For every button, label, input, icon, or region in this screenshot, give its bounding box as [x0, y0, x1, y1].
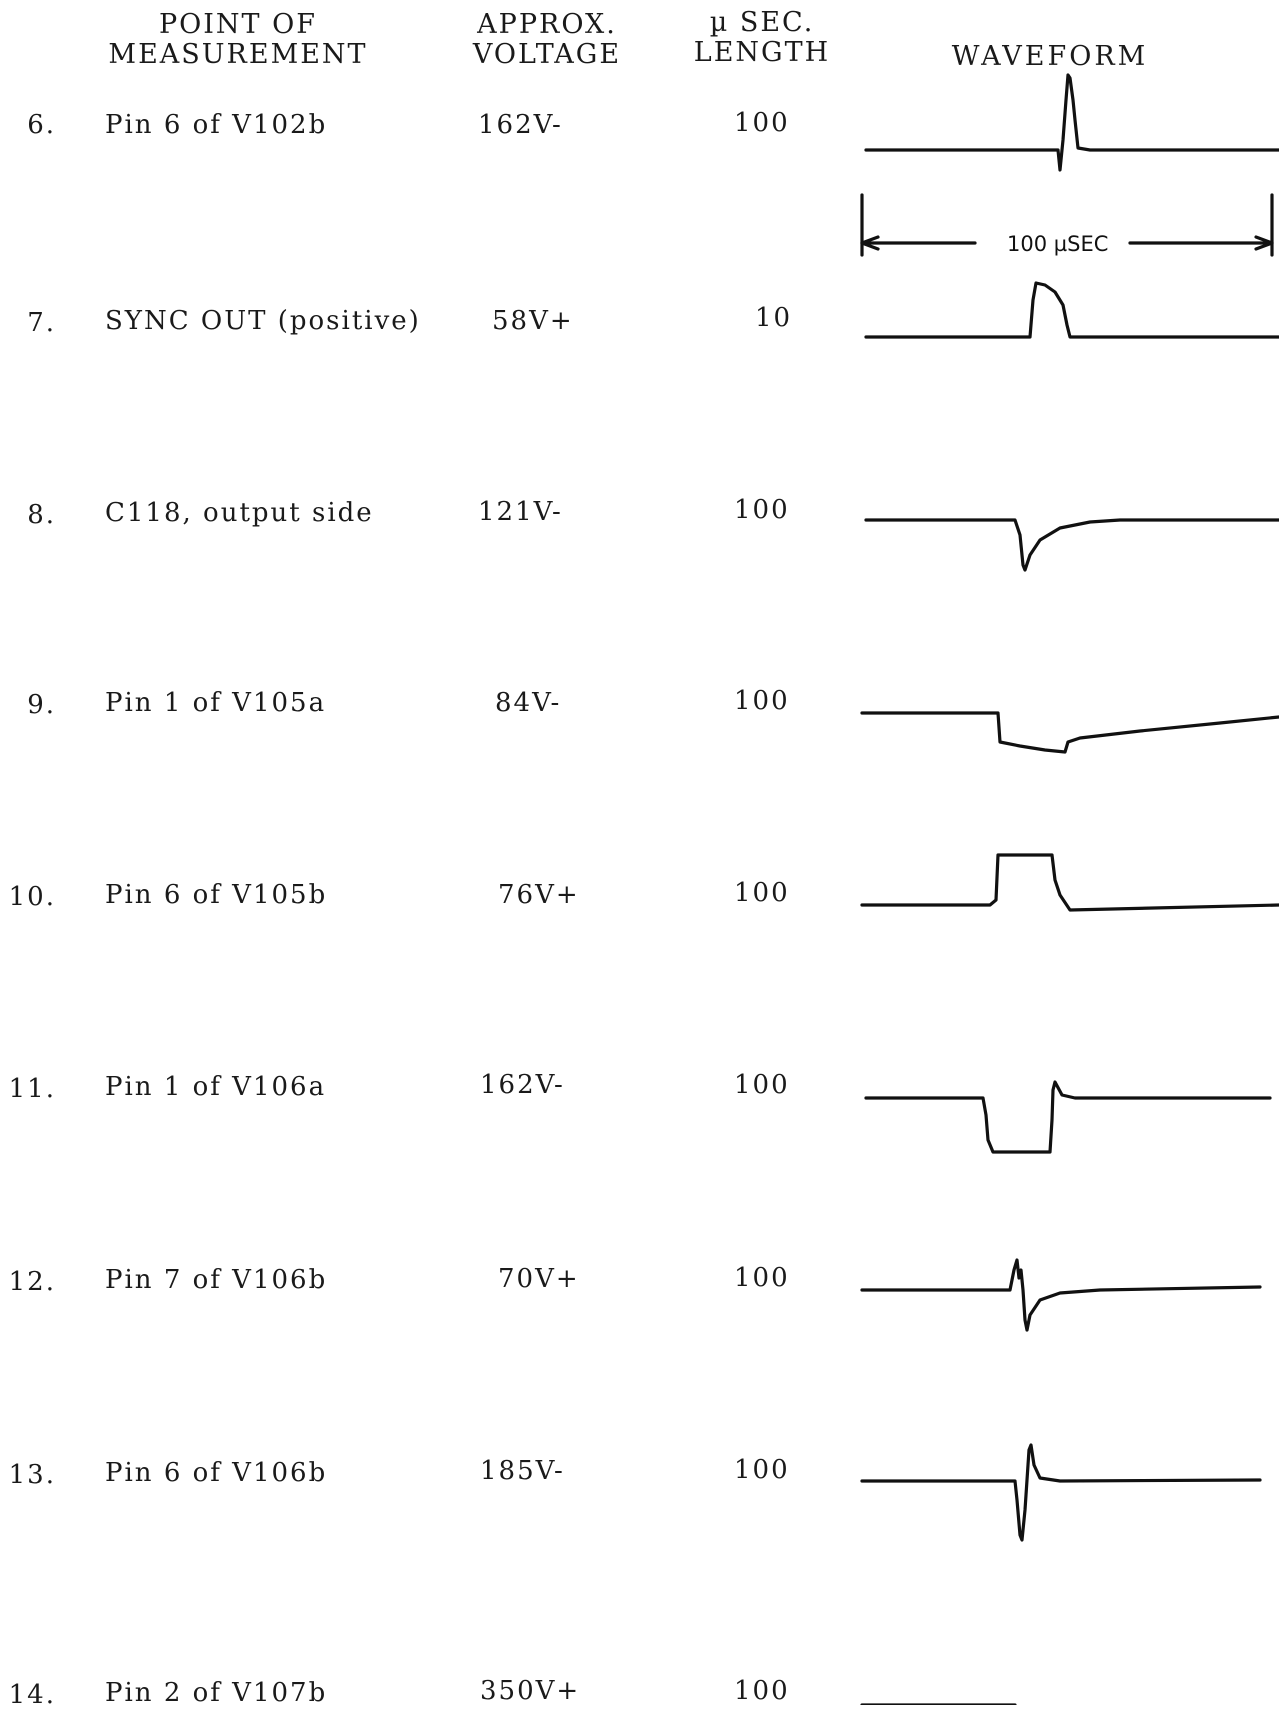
scale-bar-right-arrow [1254, 235, 1274, 251]
row-length: 100 [734, 1676, 790, 1706]
header-voltage-line1: APPROX. [477, 9, 617, 40]
row-voltage: 350V+ [480, 1676, 581, 1706]
row-point: Pin 6 of V106b [105, 1458, 328, 1488]
waveform-13-trace [860, 1443, 1262, 1542]
row-voltage: 162V- [480, 1070, 565, 1100]
header-length-line2: LENGTH [693, 37, 831, 68]
row-number: 9. [27, 690, 56, 720]
row-point: Pin 6 of V105b [105, 880, 328, 910]
waveform-11-trace [864, 1080, 1272, 1154]
waveform-9-trace [860, 711, 1279, 754]
row-point: Pin 6 of V102b [105, 110, 328, 140]
row-length: 100 [734, 108, 790, 138]
row-point: C118, output side [105, 498, 374, 528]
header-voltage-line2: VOLTAGE [472, 39, 622, 70]
row-number: 7. [27, 308, 56, 338]
row-point: Pin 1 of V106a [105, 1072, 327, 1102]
waveform-12-trace [860, 1258, 1262, 1332]
row-point: Pin 7 of V106b [105, 1265, 328, 1295]
row-voltage: 70V+ [498, 1264, 580, 1294]
row-length: 100 [734, 1455, 790, 1485]
waveform-8-trace [864, 518, 1279, 572]
row-length: 100 [734, 878, 790, 908]
waveform-6-trace [864, 73, 1279, 172]
header-usec-length: µ SEC. LENGTH [682, 8, 842, 68]
row-length: 100 [734, 1070, 790, 1100]
header-length-line1: µ SEC. [709, 7, 815, 38]
row-voltage: 76V+ [498, 880, 580, 910]
row-voltage: 58V+ [492, 306, 574, 336]
header-waveform: WAVEFORM [940, 42, 1160, 72]
scale-bar-label: 100 µSEC [1007, 232, 1108, 256]
row-voltage: 84V- [495, 688, 562, 718]
row-number: 12. [8, 1267, 56, 1297]
waveform-10-trace [860, 853, 1279, 912]
row-length: 100 [734, 1263, 790, 1293]
row-length: 10 [755, 303, 793, 333]
header-point-of-measurement: POINT OF MEASUREMENT [98, 10, 378, 70]
row-number: 10. [8, 882, 56, 912]
scale-bar-left-arrow [860, 235, 880, 251]
waveform-7-trace [864, 281, 1279, 339]
header-waveform-label: WAVEFORM [951, 41, 1149, 72]
row-number: 11. [8, 1074, 56, 1104]
row-point: Pin 2 of V107b [105, 1678, 328, 1708]
row-voltage: 185V- [480, 1456, 565, 1486]
header-point-line1: POINT OF [158, 9, 318, 40]
row-number: 13. [8, 1460, 56, 1490]
row-voltage: 162V- [478, 110, 563, 140]
header-point-line2: MEASUREMENT [108, 39, 368, 70]
row-point: SYNC OUT (positive) [105, 306, 421, 336]
row-length: 100 [734, 495, 790, 525]
row-point: Pin 1 of V105a [105, 688, 327, 718]
row-number: 6. [27, 110, 56, 140]
row-length: 100 [734, 686, 790, 716]
row-voltage: 121V- [478, 497, 563, 527]
header-approx-voltage: APPROX. VOLTAGE [462, 10, 632, 70]
row-number: 8. [27, 500, 56, 530]
